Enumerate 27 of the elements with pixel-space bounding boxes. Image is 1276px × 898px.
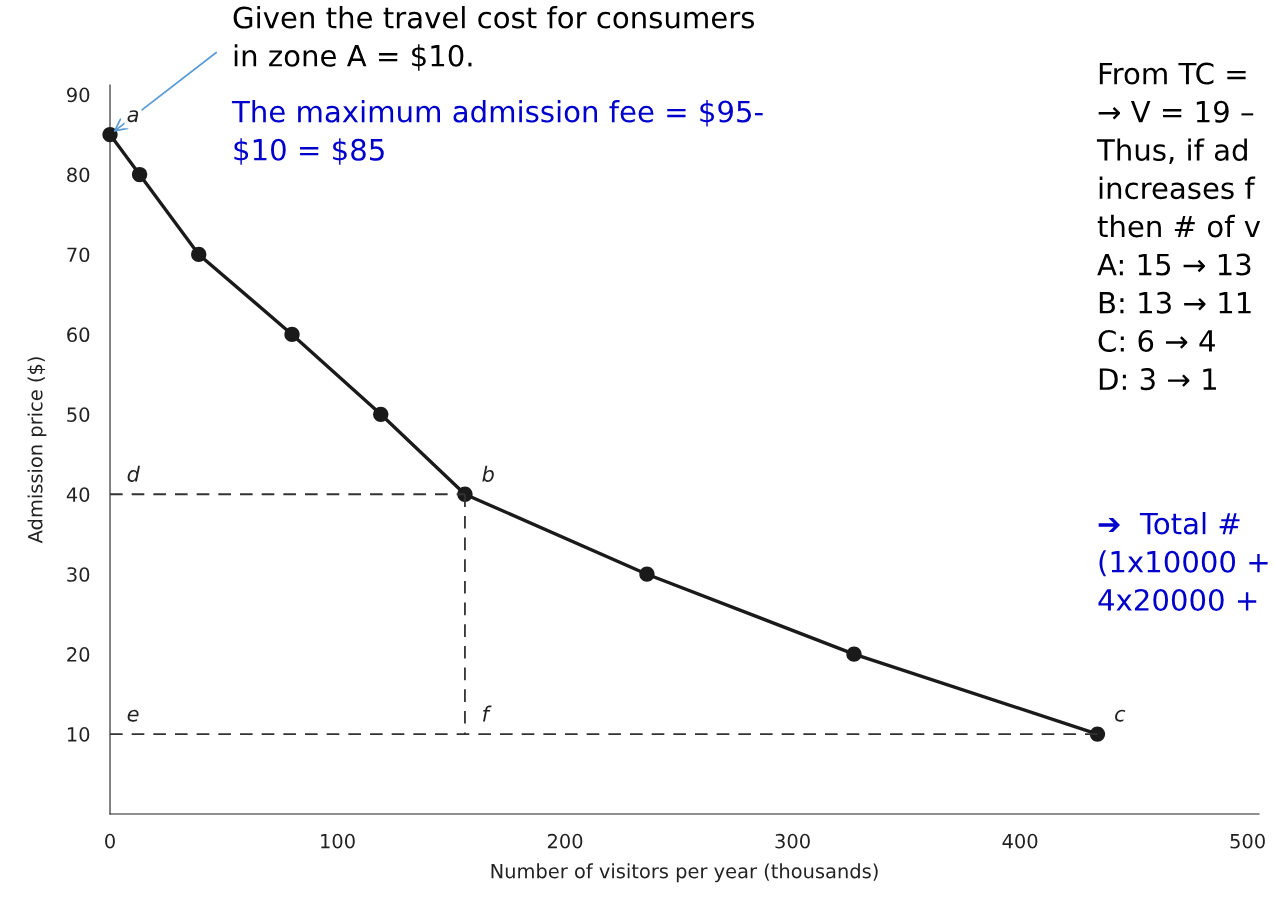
x-axis-title: Number of visitors per year (thousands) [491,863,878,883]
annotation: ➔ Total # (1x10000 + 4x20000 + [1098,512,1268,611]
x-tick-label: 100 [321,833,355,849]
annotation: c [1115,709,1126,722]
y-tick-label: 20 [67,647,90,662]
x-tick-label: 300 [775,833,810,849]
y-tick-label: 60 [67,327,90,343]
y-tick-label: 80 [67,167,90,183]
text: From TC = → V = 19 – Thus, if ad increases f then # of v A: 15 → 13 B: 13 → 11 C: 6 → 4 D: 3 → 1 [1096,62,1261,391]
x-tick-label: 200 [547,833,583,849]
y-tick-label: 30 [67,567,90,582]
annotation: a [127,110,139,123]
y-tick-label: 50 [67,407,90,422]
annotation: b [482,465,494,482]
y-axis-title: Admission price ($) [27,357,47,544]
y-tick-label: 40 [66,487,90,502]
x-tick-label: 0 [105,833,115,849]
annotation: e [127,709,139,722]
x-tick-label: 400 [1002,833,1038,849]
y-tick-label: 70 [67,247,90,263]
y-tick-label: 90 [67,87,90,103]
y-tick-label: 10 [67,727,90,742]
annotation: Given the travel cost for consumers in zone A = $10. [233,6,755,71]
annotation: The maximum admission fee = $95- $10 = $85 [231,100,763,165]
annotation: f [483,705,492,722]
x-tick-label: 500 [1230,833,1265,849]
annotation: d [127,465,140,482]
